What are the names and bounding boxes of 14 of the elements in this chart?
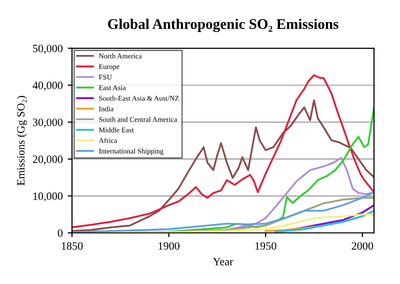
- x-tick-label: 1900: [158, 242, 180, 250]
- y-tick-label: 30,000: [32, 118, 63, 128]
- y-tick-label: 20,000: [32, 156, 63, 165]
- y-tick-label: 0: [58, 229, 63, 237]
- x-tick-label: 2000: [352, 242, 374, 250]
- y-tick-label: 10,000: [33, 192, 63, 202]
- line-series: [72, 74, 374, 228]
- x-axis-title: Year: [212, 258, 234, 266]
- chart-title: Global Anthropogenic SO₂ Emissions: [108, 18, 338, 32]
- y-tick-label: 40,000: [32, 82, 63, 91]
- y-tick-label: 50,000: [33, 44, 63, 54]
- x-tick-label: 1950: [255, 242, 276, 250]
- x-tick-label: 1850: [62, 242, 83, 250]
- y-axis-title: Emissions (Gg SO₂): [16, 96, 27, 186]
